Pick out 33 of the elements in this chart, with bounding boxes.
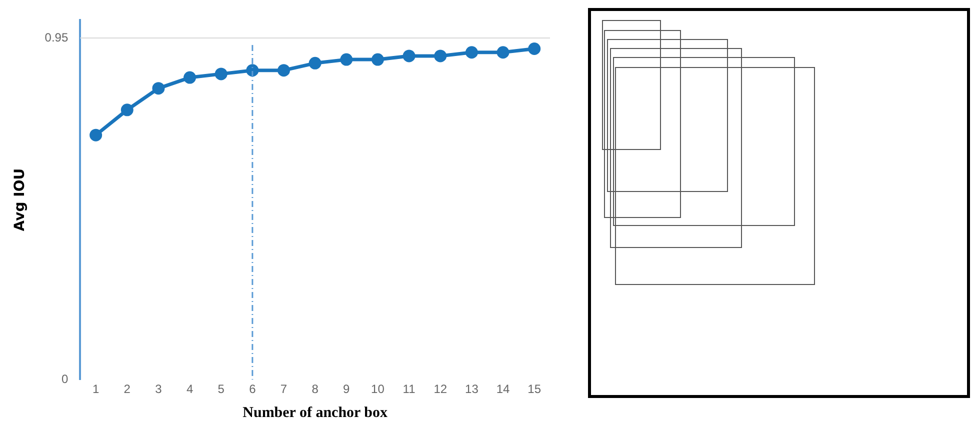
point	[308, 56, 322, 70]
x-tick-label: 2	[124, 382, 131, 396]
point	[184, 71, 196, 84]
x-tick-label: 8	[312, 382, 319, 396]
x-tick-label: 3	[155, 382, 162, 396]
point	[371, 53, 384, 66]
x-tick-label: 4	[186, 382, 194, 396]
x-tick-label: 9	[343, 382, 350, 396]
point	[402, 50, 416, 62]
point	[278, 64, 290, 77]
x-tick-label: 14	[496, 382, 510, 396]
x-axis-title: Number of anchor box	[242, 404, 388, 421]
x-tick-label: 10	[371, 382, 385, 396]
x-tick-label: 15	[528, 382, 542, 396]
point	[120, 104, 134, 116]
x-tick-label: 7	[280, 382, 288, 396]
x-tick-label: 1	[92, 382, 100, 396]
point	[152, 82, 165, 95]
y-tick-label: 0.95	[44, 30, 68, 44]
x-tick-label: 13	[465, 382, 479, 396]
point	[528, 42, 541, 56]
point	[496, 46, 510, 59]
x-tick-label: 5	[218, 382, 225, 396]
point	[214, 68, 228, 80]
y-axis-title: Avg IOU	[12, 168, 28, 232]
point	[434, 50, 447, 62]
point	[340, 53, 353, 66]
point	[465, 46, 478, 59]
x-tick-label: 6	[249, 382, 256, 396]
point	[90, 128, 102, 142]
x-tick-label: 12	[434, 382, 448, 396]
y-tick-label: 0	[61, 372, 68, 386]
x-tick-label: 11	[402, 382, 416, 396]
